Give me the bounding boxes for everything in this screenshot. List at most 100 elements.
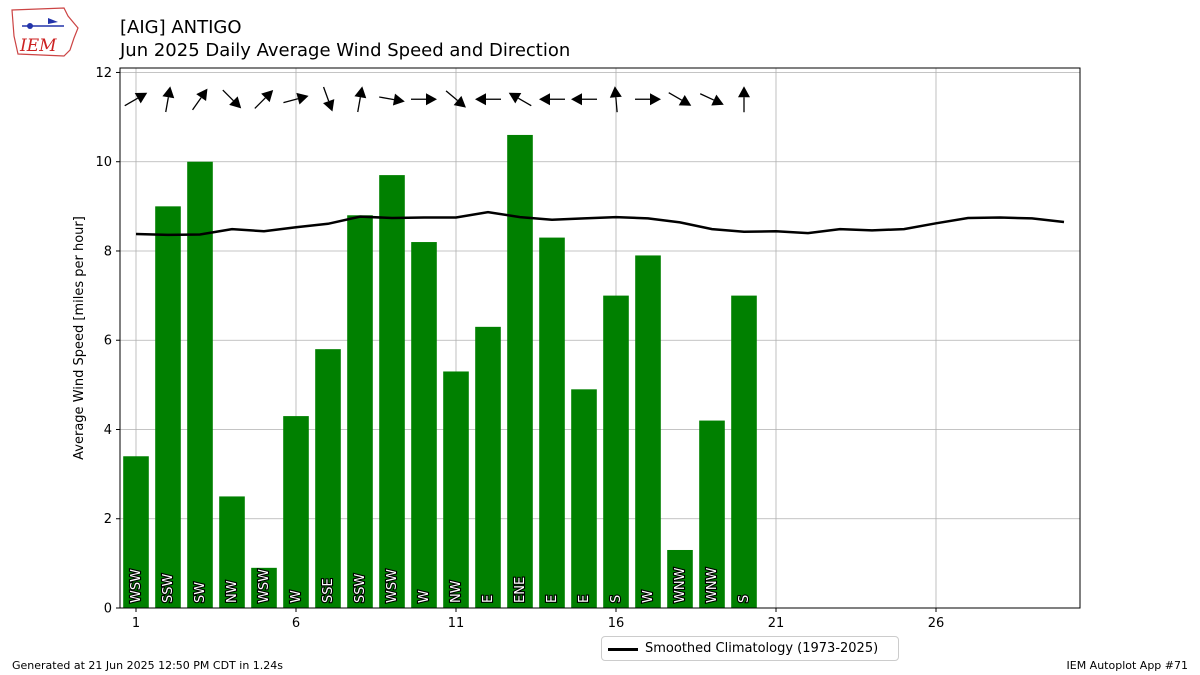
wind-arrow-shaft [283, 98, 299, 104]
wind-arrow-shaft [165, 97, 169, 113]
bar-direction-label: WSW [257, 569, 272, 603]
wind-arrow-head [453, 95, 466, 108]
wind-arrow [354, 86, 367, 113]
wind-arrow-head [323, 99, 335, 112]
bar [251, 567, 277, 608]
bar [443, 371, 469, 608]
x-tick-label: 6 [292, 616, 300, 631]
wind-arrow-head [650, 93, 661, 106]
bar [155, 206, 181, 608]
y-tick-label: 6 [104, 334, 112, 349]
wind-arrow [635, 93, 661, 106]
wind-arrow-head [508, 92, 522, 104]
wind-arrow [738, 86, 750, 113]
x-tick-label: 1 [132, 616, 140, 631]
bar-direction-label: SSW [353, 573, 368, 603]
iem-logo: IEM [8, 6, 80, 58]
wind-arrow-shaft [254, 97, 266, 109]
bar [667, 549, 693, 608]
wind-arrow-head [738, 86, 750, 98]
wind-arrow-head [354, 86, 367, 99]
bar-direction-label: NW [225, 580, 240, 603]
bar-direction-label: WNW [705, 567, 720, 603]
wind-arrow-shaft [615, 97, 618, 113]
wind-arrow-head [296, 92, 309, 105]
bar-direction-label: SSE [321, 578, 336, 603]
bar [699, 420, 725, 608]
x-tick-label: 21 [768, 616, 785, 631]
wind-arrow [539, 93, 565, 106]
logo-text: IEM [19, 36, 57, 56]
wind-arrow [609, 86, 622, 113]
bar-direction-label: SSW [161, 573, 176, 603]
bar [475, 326, 501, 608]
legend-line-swatch [608, 648, 638, 651]
y-tick-label: 8 [104, 244, 112, 259]
wind-arrow [192, 88, 208, 111]
y-tick-label: 2 [104, 512, 112, 527]
wind-arrow [162, 86, 175, 113]
chart-title-line1: [AIG] ANTIGO [120, 17, 242, 38]
bar-direction-label: S [737, 595, 752, 603]
bar [283, 416, 309, 608]
wind-arrow [699, 93, 724, 106]
bar [731, 295, 757, 608]
wind-arrow-head [711, 94, 724, 106]
y-tick-label: 12 [95, 66, 112, 81]
x-tick-label: 11 [448, 616, 465, 631]
bar [315, 349, 341, 608]
x-tick-label: 26 [928, 616, 945, 631]
bar [187, 161, 213, 609]
wind-arrow [283, 92, 309, 105]
bar-direction-label: S [609, 595, 624, 603]
wind-arrow-shaft [379, 96, 395, 101]
bar [507, 134, 533, 609]
wind-arrow-head [678, 95, 692, 106]
bar [539, 237, 565, 608]
wind-arrow-shaft [192, 97, 202, 111]
wind-arrow [254, 90, 274, 109]
y-tick-label: 4 [104, 423, 112, 438]
wind-arrow-shaft [668, 92, 683, 101]
x-tick-label: 16 [608, 616, 625, 631]
wind-arrow-shaft [357, 97, 361, 113]
wind-arrow [445, 90, 466, 108]
wind-arrow [411, 93, 437, 106]
wind-arrow-head [475, 93, 486, 106]
wind-arrow [475, 93, 501, 106]
bar-direction-label: W [641, 590, 656, 603]
wind-arrow-head [134, 92, 148, 104]
wind-arrow-shaft [445, 90, 458, 102]
y-tick-label: 0 [104, 602, 112, 617]
bar [347, 215, 373, 609]
wind-arrow-shaft [222, 89, 234, 102]
bar-direction-label: E [481, 595, 496, 603]
wind-arrow [124, 92, 148, 107]
y-tick-label: 10 [95, 155, 112, 170]
chart-title-line2: Jun 2025 Daily Average Wind Speed and Di… [120, 40, 571, 61]
footer-app-id: IEM Autoplot App #71 [1066, 659, 1189, 672]
chart-legend: Smoothed Climatology (1973-2025) [601, 636, 899, 661]
wind-arrow-head [392, 93, 405, 106]
bar [123, 456, 149, 608]
wind-arrow-head [539, 93, 550, 106]
wind-arrow [668, 92, 692, 106]
bar-direction-label: WNW [673, 567, 688, 603]
bar-direction-label: W [417, 590, 432, 603]
wind-arrow-head [162, 86, 175, 99]
bar-direction-label: NW [449, 580, 464, 603]
bar [411, 242, 437, 608]
wind-arrow [322, 86, 335, 112]
wind-arrow-shaft [124, 97, 139, 107]
wind-arrow-head [426, 93, 437, 106]
bar-direction-label: SW [193, 582, 208, 603]
wind-arrow-head [196, 88, 208, 102]
wind-arrow-head [229, 96, 242, 109]
bar [379, 175, 405, 609]
plot-frame [119, 67, 1081, 609]
y-axis-label: Average Wind Speed [miles per hour] [72, 216, 87, 460]
bar [571, 389, 597, 608]
climatology-line [135, 210, 1065, 237]
bar [635, 255, 661, 608]
wind-arrow-head [261, 90, 274, 103]
